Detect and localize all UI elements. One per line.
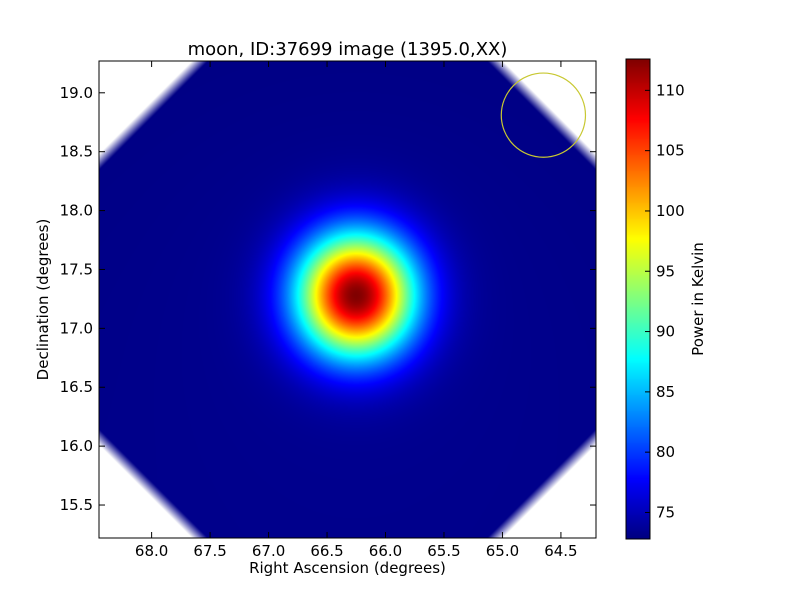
x-tick-label: 66.5 — [310, 542, 343, 560]
colorbar-tick-label: 95 — [656, 262, 675, 280]
x-tick-label: 64.5 — [544, 542, 577, 560]
y-axis-label: Declination (degrees) — [34, 219, 52, 381]
heatmap-image — [99, 61, 596, 538]
x-axis-ticks: 68.0 67.5 67.0 66.5 66.0 65.5 65.0 64.5 — [135, 61, 578, 560]
colorbar-tick-label: 100 — [656, 202, 685, 220]
beam-circle — [500, 72, 587, 158]
colorbar-frame — [625, 58, 651, 540]
y-tick-label: 18.0 — [60, 202, 93, 220]
chart-title: moon, ID:37699 image (1395.0,XX) — [188, 39, 508, 60]
x-tick-label: 67.0 — [252, 542, 285, 560]
colorbar-gradient — [626, 59, 650, 539]
y-tick-label: 19.0 — [60, 84, 93, 102]
colorbar-tick-label: 80 — [656, 443, 675, 461]
plot-frame — [98, 60, 597, 539]
y-tick-label: 15.5 — [60, 496, 93, 514]
colorbar-ticks: 75 80 85 90 95 100 105 110 — [645, 81, 685, 521]
colorbar-tick-label: 110 — [656, 81, 685, 99]
colorbar-tick-label: 90 — [656, 323, 675, 341]
x-tick-label: 67.5 — [193, 542, 226, 560]
plot-area: 68.0 67.5 67.0 66.5 66.0 65.5 65.0 64.5 15.5 16.… — [60, 60, 597, 560]
y-tick-label: 16.5 — [60, 378, 93, 396]
x-tick-label: 66.0 — [369, 542, 402, 560]
colorbar-label: Power in Kelvin — [689, 242, 707, 356]
x-tick-label: 65.5 — [427, 542, 460, 560]
x-axis-label: Right Ascension (degrees) — [249, 559, 446, 577]
y-tick-label: 17.5 — [60, 260, 93, 278]
x-tick-label: 68.0 — [135, 542, 168, 560]
colorbar-tick-label: 85 — [656, 383, 675, 401]
y-tick-label: 17.0 — [60, 319, 93, 337]
y-axis-ticks: 15.5 16.0 16.5 17.0 17.5 18.0 18.5 19.0 — [60, 84, 596, 514]
y-tick-label: 16.0 — [60, 437, 93, 455]
y-tick-label: 18.5 — [60, 143, 93, 161]
x-tick-label: 65.0 — [486, 542, 519, 560]
colorbar-tick-label: 75 — [656, 503, 675, 521]
colorbar-tick-label: 105 — [656, 142, 685, 160]
colorbar: 75 80 85 90 95 100 105 110 Power in Kelvin — [625, 58, 707, 540]
